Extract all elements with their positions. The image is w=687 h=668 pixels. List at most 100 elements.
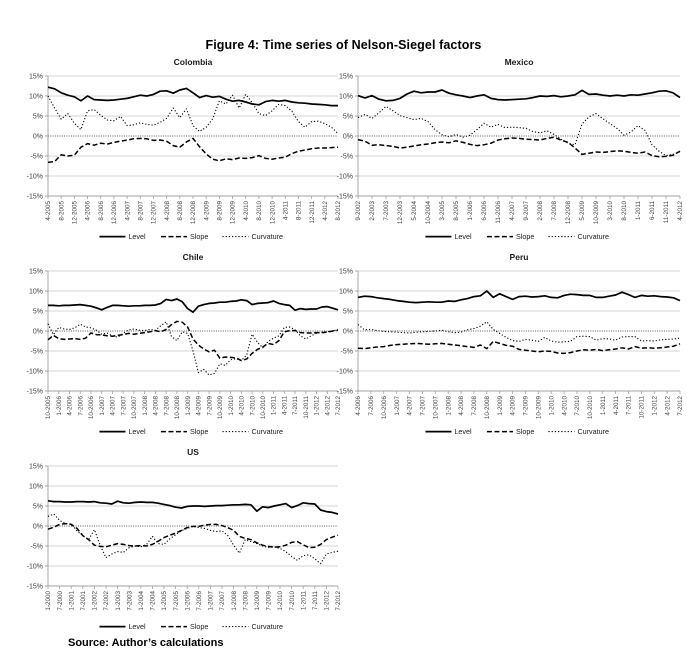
y-tick-label: -15% [27, 193, 43, 200]
x-tick-label: 12-2003 [397, 201, 404, 225]
y-tick-label: 0% [33, 133, 43, 140]
x-tick-label: 10-2007 [131, 396, 138, 420]
series-slope-line [47, 320, 339, 362]
x-tick-label: 4-2011 [613, 396, 620, 416]
x-tick-label: 7-2007 [120, 396, 127, 416]
x-tick-label: 12-2007 [151, 201, 158, 225]
x-tick-label: 4-2008 [164, 201, 171, 221]
chart-svg-mexico: Mexico 15% 10% 5% 0% -5% -10% -15%9-2002 2-2003 7… [337, 57, 685, 241]
y-tick-label: 15% [29, 73, 43, 80]
y-tick-label: -5% [31, 348, 43, 355]
y-tick-label: -5% [341, 153, 353, 160]
x-tick-label: 1-2007 [394, 396, 401, 416]
y-tick-label: 10% [339, 288, 353, 295]
x-tick-label: 4-2006 [85, 201, 92, 221]
y-tick-label: 5% [343, 308, 353, 315]
x-tick-label: 8-2005 [58, 201, 65, 221]
x-tick-label: 7-2006 [196, 591, 203, 611]
x-tick-label: 6-2006 [481, 201, 488, 221]
chart-title: Mexico [505, 57, 534, 67]
x-tick-label: 1-2007 [208, 591, 215, 611]
y-tick-label: -5% [31, 543, 43, 550]
x-tick-label: 10-2006 [88, 396, 95, 420]
series-level-line [47, 499, 339, 515]
x-tick-label: 7-2012 [335, 396, 342, 416]
x-tick-label: 10-2009 [593, 201, 600, 225]
x-tick-label: 1-2008 [231, 591, 238, 611]
x-tick-label: 7-2002 [103, 591, 110, 611]
x-tick-label: 8-2008 [177, 201, 184, 221]
x-tick-label: 7-2005 [173, 591, 180, 611]
legend-curvature-label: Curvature [577, 427, 609, 436]
x-tick-label: 4-2009 [510, 396, 517, 416]
x-tick-label: 1-2007 [99, 396, 106, 416]
y-tick-label: 0% [33, 328, 43, 335]
x-tick-label: 1-2009 [185, 396, 192, 416]
legend-level-label: Level [128, 232, 146, 241]
y-tick-label: 10% [29, 288, 43, 295]
x-tick-label: 4-2012 [677, 201, 684, 221]
series-curvature-line [47, 93, 339, 134]
x-tick-label: 4-2007 [124, 201, 131, 221]
legend-level-label: Level [454, 427, 472, 436]
legend-level-label: Level [128, 427, 146, 436]
x-tick-label: 10-2005 [45, 396, 52, 420]
x-tick-label: 7-2008 [163, 396, 170, 416]
x-tick-label: 12-2009 [230, 201, 237, 225]
x-tick-label: 4-2008 [153, 396, 160, 416]
chart-colombia: Colombia 15% 10% 5% 0% -5% -10% -15% 4-2005 8-200… [10, 56, 344, 246]
x-tick-label: 12-2005 [72, 201, 79, 225]
x-tick-label: 1-2012 [651, 396, 658, 416]
x-tick-label: 7-2009 [206, 396, 213, 416]
x-tick-label: 7-2009 [523, 396, 530, 416]
x-tick-label: 1-2003 [115, 591, 122, 611]
legend-level-label: Level [128, 622, 146, 631]
legend-slope-label: Slope [190, 232, 208, 241]
chart-svg-us: US 15% 10% 5% 0% -5% -10% -15%1-2000 7-2000 1-200… [27, 447, 343, 631]
y-tick-label: 0% [343, 133, 353, 140]
x-tick-label: 4-2012 [664, 396, 671, 416]
x-tick-label: 5-2009 [579, 201, 586, 221]
x-tick-label: 1-2010 [548, 396, 555, 416]
x-tick-label: 10-2004 [425, 201, 432, 225]
figure-title: Figure 4: Time series of Nelson-Siegel f… [205, 38, 482, 52]
chart-svg-colombia: Colombia 15% 10% 5% 0% -5% -10% -15%4-2005 8-200… [27, 57, 343, 241]
x-tick-label: 10-2010 [587, 396, 594, 420]
x-tick-label: 12-2010 [269, 201, 276, 225]
legend-curvature-label: Curvature [251, 427, 283, 436]
x-tick-label: 8-2010 [621, 201, 628, 221]
series-level-line [357, 290, 681, 304]
x-tick-label: 1-2010 [228, 396, 235, 416]
x-tick-label: 4-2010 [239, 396, 246, 416]
x-tick-label: 12-2008 [190, 201, 197, 225]
x-tick-label: 7-2011 [312, 591, 319, 611]
x-tick-label: 12-2006 [111, 201, 118, 225]
y-tick-label: 0% [343, 328, 353, 335]
chart-title: Colombia [174, 57, 213, 67]
y-tick-label: 15% [29, 463, 43, 470]
legend-level-label: Level [454, 232, 472, 241]
y-tick-label: -10% [337, 368, 353, 375]
x-tick-label: 4-2012 [324, 396, 331, 416]
y-tick-label: -10% [27, 563, 43, 570]
series-level-line [357, 89, 681, 102]
x-tick-label: 1-2012 [324, 591, 331, 611]
x-tick-label: 7-2008 [471, 396, 478, 416]
series-slope-line [357, 340, 681, 355]
x-tick-label: 4-2010 [561, 396, 568, 416]
x-tick-label: 4-2009 [203, 201, 210, 221]
y-tick-label: 5% [33, 308, 43, 315]
chart-chile: Chile 15% 10% 5% 0% -5% -10% -15% 10-2005 1-2006 4… [10, 251, 344, 441]
x-tick-label: 1-2009 [254, 591, 261, 611]
y-tick-label: 5% [33, 113, 43, 120]
x-tick-label: 1-2002 [92, 591, 99, 611]
x-tick-label: 10-2010 [260, 396, 267, 420]
x-tick-label: 7-2006 [77, 396, 84, 416]
x-tick-label: 8-2009 [217, 201, 224, 221]
x-tick-label: 6-2011 [649, 201, 656, 221]
x-tick-label: 10-2011 [303, 396, 310, 419]
series-slope-line [357, 136, 681, 158]
x-tick-label: 4-2005 [45, 201, 52, 221]
x-tick-label: 9-2002 [355, 201, 362, 221]
x-tick-label: 2-2008 [537, 201, 544, 221]
